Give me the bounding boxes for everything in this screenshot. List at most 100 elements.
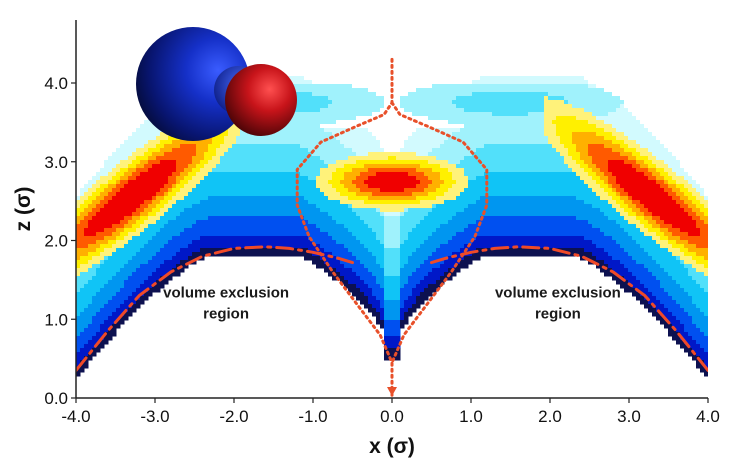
- heatmap-cell: [116, 248, 121, 253]
- heatmap-cell: [76, 164, 81, 169]
- heatmap-cell: [356, 40, 361, 45]
- heatmap-cell: [348, 84, 353, 89]
- heatmap-cell: [352, 268, 357, 273]
- heatmap-cell: [368, 220, 373, 225]
- heatmap-cell: [236, 220, 241, 225]
- heatmap-cell: [292, 160, 297, 165]
- heatmap-cell: [184, 224, 189, 229]
- heatmap-cell: [120, 272, 125, 277]
- heatmap-cell: [196, 204, 201, 209]
- heatmap-cell: [300, 88, 305, 93]
- heatmap-cell: [304, 96, 309, 101]
- heatmap-cell: [344, 44, 349, 49]
- heatmap-cell: [328, 244, 333, 249]
- heatmap-cell: [156, 236, 161, 241]
- heatmap-cell: [264, 188, 269, 193]
- heatmap-cell: [368, 72, 373, 77]
- heatmap-cell: [148, 132, 153, 137]
- heatmap-cell: [196, 208, 201, 213]
- heatmap-cell: [160, 184, 165, 189]
- heatmap-cell: [248, 60, 253, 65]
- heatmap-cell: [108, 296, 113, 301]
- heatmap-cell: [132, 40, 137, 45]
- heatmap-cell: [216, 148, 221, 153]
- heatmap-cell: [208, 160, 213, 165]
- heatmap-cell: [336, 164, 341, 169]
- heatmap-cell: [240, 208, 245, 213]
- heatmap-cell: [236, 236, 241, 241]
- heatmap-cell: [128, 172, 133, 177]
- heatmap-cell: [340, 60, 345, 65]
- heatmap-cell: [160, 188, 165, 193]
- heatmap-cell: [372, 256, 377, 261]
- heatmap-cell: [92, 160, 97, 165]
- heatmap-cell: [96, 144, 101, 149]
- heatmap-cell: [88, 232, 93, 237]
- heatmap-cell: [80, 208, 85, 213]
- heatmap-cell: [92, 268, 97, 273]
- heatmap-cell: [128, 192, 133, 197]
- heatmap-cell: [140, 232, 145, 237]
- heatmap-cell: [120, 248, 125, 253]
- heatmap-cell: [300, 140, 305, 145]
- heatmap-cell: [156, 196, 161, 201]
- heatmap-cell: [108, 52, 113, 57]
- heatmap-cell: [228, 216, 233, 221]
- heatmap-cell: [228, 144, 233, 149]
- heatmap-cell: [256, 60, 261, 65]
- heatmap-cell: [356, 248, 361, 253]
- heatmap-cell: [192, 224, 197, 229]
- heatmap-cell: [92, 60, 97, 65]
- heatmap-cell: [256, 24, 261, 29]
- heatmap-cell: [80, 176, 85, 181]
- heatmap-cell: [236, 200, 241, 205]
- heatmap-cell: [308, 184, 313, 189]
- heatmap-cell: [324, 228, 329, 233]
- heatmap-cell: [144, 156, 149, 161]
- heatmap-cell: [328, 212, 333, 217]
- heatmap-cell: [88, 72, 93, 77]
- heatmap-cell: [268, 240, 273, 245]
- heatmap-cell: [356, 232, 361, 237]
- heatmap-cell: [308, 252, 313, 257]
- heatmap-cell: [84, 360, 89, 365]
- heatmap-cell: [240, 188, 245, 193]
- heatmap-cell: [308, 192, 313, 197]
- heatmap-cell: [100, 92, 105, 97]
- heatmap-cell: [84, 80, 89, 85]
- heatmap-cell: [260, 160, 265, 165]
- heatmap-cell: [328, 140, 333, 145]
- heatmap-cell: [324, 48, 329, 53]
- heatmap-cell: [108, 104, 113, 109]
- heatmap-cell: [248, 44, 253, 49]
- heatmap-cell: [264, 20, 269, 25]
- heatmap-cell: [312, 60, 317, 65]
- heatmap-cell: [152, 284, 157, 289]
- heatmap-cell: [168, 252, 173, 257]
- heatmap-cell: [372, 40, 377, 45]
- heatmap-cell: [268, 160, 273, 165]
- heatmap-cell: [284, 168, 289, 173]
- heatmap-cell: [348, 244, 353, 249]
- heatmap-cell: [144, 48, 149, 53]
- heatmap-cell: [140, 120, 145, 125]
- heatmap-cell: [88, 84, 93, 89]
- heatmap-cell: [276, 252, 281, 257]
- heatmap-cell: [212, 248, 217, 253]
- heatmap-cell: [80, 112, 85, 117]
- heatmap-cell: [104, 136, 109, 141]
- heatmap-cell: [184, 196, 189, 201]
- heatmap-cell: [372, 100, 377, 105]
- heatmap-cell: [104, 152, 109, 157]
- heatmap-cell: [124, 48, 129, 53]
- heatmap-cell: [128, 248, 133, 253]
- heatmap-cell: [96, 348, 101, 353]
- heatmap-cell: [224, 140, 229, 145]
- heatmap-cell: [132, 220, 137, 225]
- heatmap-cell: [112, 128, 117, 133]
- heatmap-cell: [332, 108, 337, 113]
- heatmap-cell: [336, 112, 341, 117]
- heatmap-cell: [324, 76, 329, 81]
- heatmap-cell: [248, 36, 253, 41]
- heatmap-cell: [88, 136, 93, 141]
